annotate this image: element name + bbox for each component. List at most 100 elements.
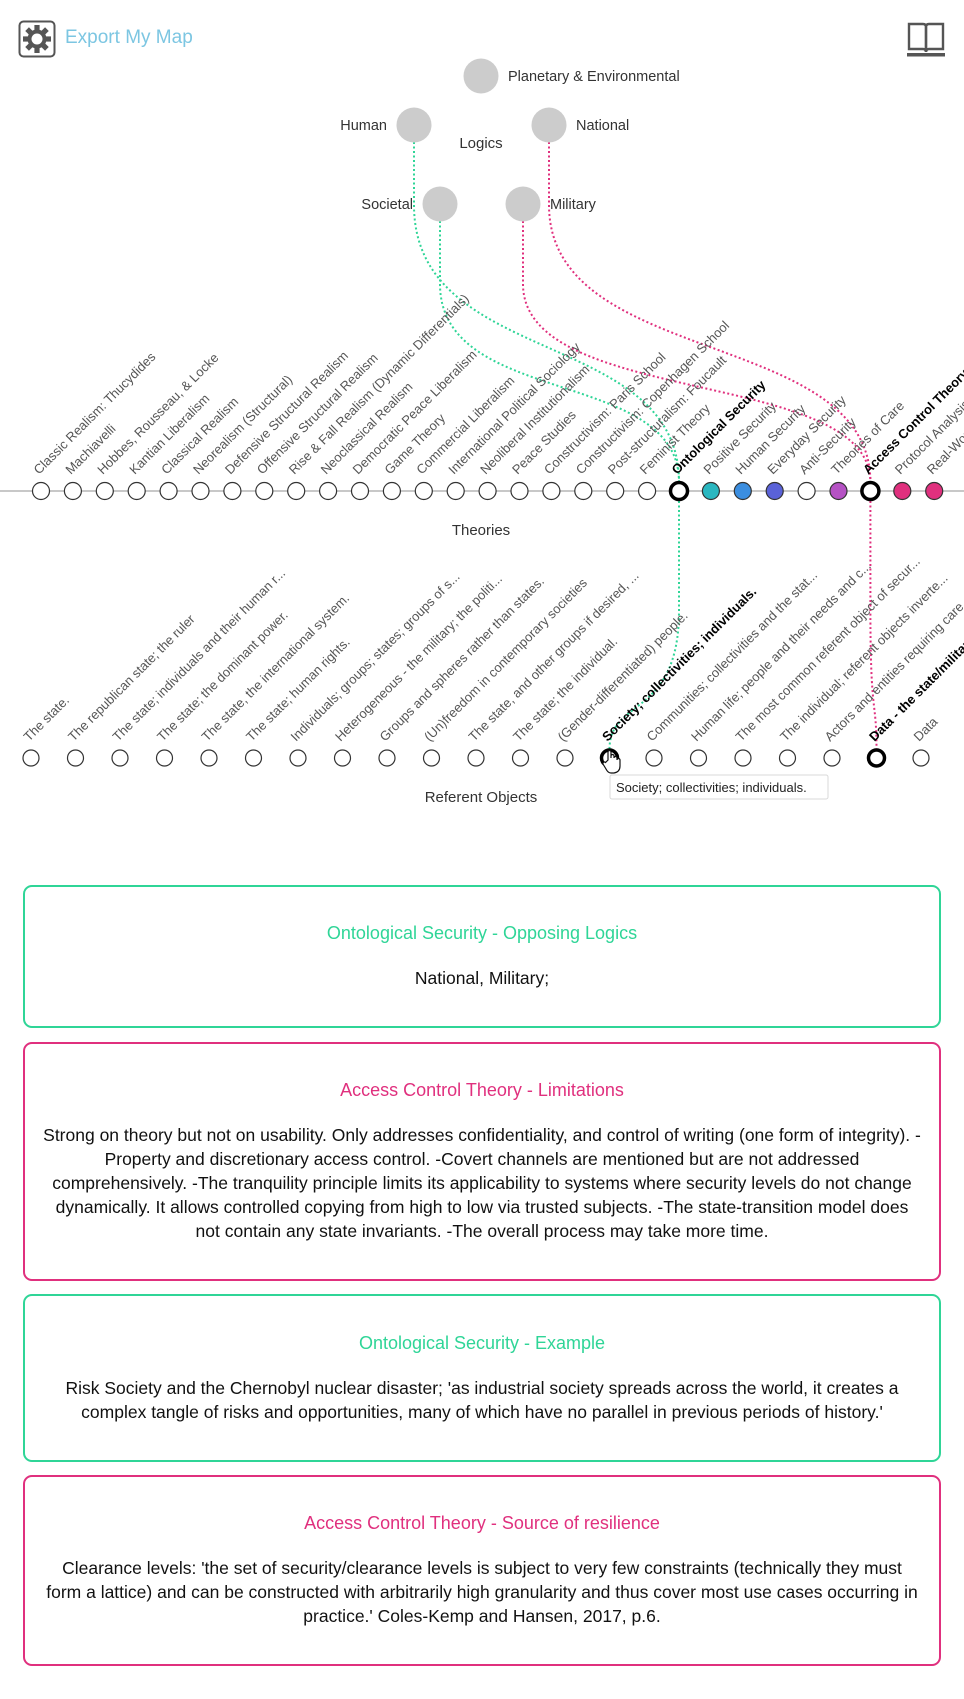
- referent-node-circle[interactable]: [111, 749, 129, 767]
- top-bar: Export My Map: [0, 0, 964, 80]
- logic-theory-link: [413, 142, 680, 483]
- info-card: Ontological Security - Example Risk Socie…: [23, 1294, 941, 1462]
- referent-node[interactable]: Data: [911, 714, 942, 767]
- theory-node-circle[interactable]: [191, 481, 210, 501]
- export-map-link[interactable]: Export My Map: [65, 27, 193, 48]
- referent-node-circle[interactable]: [511, 749, 530, 767]
- theory-node-circle[interactable]: [159, 481, 178, 501]
- referent-node-circle[interactable]: [244, 749, 263, 767]
- security-map: Planetary & Environmental Human National So…: [0, 58, 964, 806]
- theory-node-circle[interactable]: [223, 481, 242, 501]
- card-body: National, Military;: [414, 968, 550, 988]
- logic-node-circle[interactable]: [505, 186, 541, 222]
- logic-node[interactable]: Societal: [361, 186, 458, 222]
- referent-node-circle[interactable]: [778, 749, 797, 767]
- logic-node-circle[interactable]: [422, 186, 458, 222]
- referent-node-circle[interactable]: [155, 749, 174, 767]
- theory-node-circle[interactable]: [829, 481, 848, 501]
- logics-group: Planetary & Environmental Human National So…: [340, 58, 680, 222]
- info-card: Ontological Security - Opposing Logics Na…: [23, 885, 941, 1028]
- referent-node-circle[interactable]: [22, 749, 40, 767]
- theory-node-circle[interactable]: [287, 481, 306, 501]
- theory-node-circle[interactable]: [95, 481, 114, 501]
- theory-node-circle[interactable]: [701, 481, 721, 501]
- logic-node-circle[interactable]: [396, 107, 432, 143]
- card-body: Risk Society and the Chernobyl nuclear d…: [65, 1377, 899, 1422]
- hand-cursor-icon: [602, 749, 621, 774]
- theory-node-circle[interactable]: [733, 481, 752, 501]
- theory-node-circle[interactable]: [414, 481, 433, 501]
- card-body: Strong on theory but not on usability. O…: [43, 1125, 921, 1241]
- theory-node-circle[interactable]: [319, 481, 338, 501]
- logic-label: National: [576, 118, 629, 134]
- card-title: Ontological Security - Example: [358, 1332, 606, 1353]
- book-icon[interactable]: [906, 18, 946, 60]
- tooltip-text: Society; collectivities; individuals.: [616, 780, 807, 795]
- logic-node-circle[interactable]: [531, 107, 567, 143]
- referent-node[interactable]: The state.: [21, 693, 72, 767]
- theory-node-circle[interactable]: [31, 481, 51, 501]
- referent-node-circle[interactable]: [378, 749, 396, 767]
- referent-label: (Un)freedom in contemporary societies: [421, 575, 590, 744]
- referent-node-circle[interactable]: [645, 749, 663, 767]
- theory-node-circle[interactable]: [574, 481, 593, 501]
- tooltip-box: [609, 774, 829, 800]
- card-title: Access Control Theory - Source of resili…: [304, 1513, 660, 1533]
- card-title: Ontological Security - Opposing Logics: [326, 923, 638, 943]
- theory-node-circle[interactable]: [478, 481, 497, 501]
- theory-node-circle[interactable]: [382, 481, 401, 501]
- referent-node-circle[interactable]: [734, 749, 752, 767]
- referent-node-circle[interactable]: [689, 749, 708, 767]
- referent-node-circle[interactable]: [556, 749, 574, 767]
- card-title: Access Control Theory - Limitations: [340, 1080, 624, 1100]
- logic-label: Human: [340, 118, 387, 134]
- gear-icon[interactable]: [18, 20, 56, 58]
- referent-node-circle[interactable]: [66, 749, 85, 767]
- referents-section-label: Referent Objects: [425, 789, 538, 806]
- logic-label: Military: [550, 197, 597, 213]
- logic-node[interactable]: Military: [505, 186, 597, 222]
- theories-section-label: Theories: [452, 522, 510, 539]
- referent-node-circle[interactable]: [467, 749, 485, 767]
- logic-node[interactable]: Planetary & Environmental: [463, 58, 680, 94]
- theory-node-circle[interactable]: [765, 481, 784, 501]
- logic-theory-link: [522, 221, 872, 483]
- referent-node-circle[interactable]: [866, 748, 887, 768]
- logic-node[interactable]: National: [531, 107, 630, 143]
- referent-label: Heterogeneous - the military; the politi…: [332, 571, 505, 744]
- theory-node-circle[interactable]: [893, 481, 912, 501]
- theory-node-circle[interactable]: [350, 481, 370, 501]
- referent-node-circle[interactable]: [333, 749, 352, 767]
- referent-label: Data: [911, 714, 942, 745]
- theories-group: Classic Realism: ThucydidesMachiavelliHo…: [31, 291, 964, 502]
- theory-node-circle[interactable]: [925, 481, 944, 501]
- logics-section-label: Logics: [459, 135, 502, 152]
- referent-tooltip: Society; collectivities; individuals.: [609, 774, 829, 800]
- referent-node-circle[interactable]: [289, 749, 307, 767]
- theory-node-circle[interactable]: [127, 481, 146, 501]
- theory-node-circle[interactable]: [637, 481, 657, 501]
- logic-node[interactable]: Human: [340, 107, 432, 143]
- theory-node-circle[interactable]: [668, 480, 690, 502]
- theory-node-circle[interactable]: [446, 481, 465, 501]
- referent-node-circle[interactable]: [823, 749, 841, 767]
- logic-node-circle[interactable]: [463, 58, 499, 94]
- theory-node-circle[interactable]: [860, 480, 881, 502]
- theory-node-circle[interactable]: [797, 481, 816, 501]
- referent-label: The state.: [21, 693, 72, 744]
- logic-label: Societal: [361, 197, 413, 213]
- theory-node-circle[interactable]: [63, 481, 83, 501]
- info-card: Access Control Theory - Limitations Stron…: [23, 1042, 941, 1281]
- theory-node-circle[interactable]: [255, 481, 274, 501]
- referent-label: Groups and spheres rather than states.: [377, 574, 548, 745]
- logic-theory-link: [439, 221, 680, 483]
- theory-node-circle[interactable]: [542, 481, 561, 501]
- theory-referent-link: [869, 501, 878, 750]
- theory-node-circle[interactable]: [510, 481, 529, 501]
- theory-node-circle[interactable]: [606, 481, 625, 501]
- referent-node-circle[interactable]: [200, 749, 218, 767]
- referent-node[interactable]: The republican state; the ruler: [65, 611, 198, 767]
- referents-group: The state.The republican state; the rule…: [21, 554, 964, 768]
- referent-node-circle[interactable]: [912, 749, 930, 767]
- referent-node-circle[interactable]: [422, 749, 441, 767]
